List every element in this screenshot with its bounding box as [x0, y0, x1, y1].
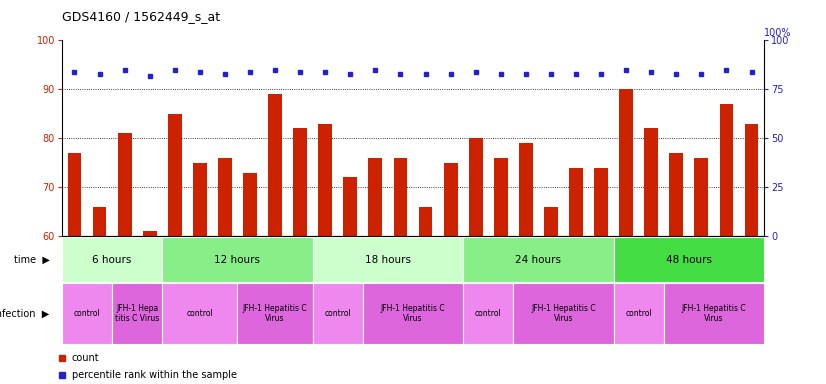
Bar — [614, 237, 764, 282]
Bar — [118, 133, 131, 236]
Text: control: control — [74, 309, 101, 318]
Text: infection  ▶: infection ▶ — [0, 308, 50, 318]
Text: 12 hours: 12 hours — [215, 255, 260, 265]
Text: control: control — [625, 309, 652, 318]
Bar — [238, 283, 313, 344]
Bar — [62, 237, 162, 282]
Bar — [293, 128, 307, 236]
Bar — [393, 158, 407, 236]
Text: 18 hours: 18 hours — [365, 255, 411, 265]
Text: control: control — [187, 309, 213, 318]
Bar — [594, 167, 608, 236]
Bar — [419, 207, 433, 236]
Bar — [313, 283, 363, 344]
Text: 6 hours: 6 hours — [93, 255, 132, 265]
Bar — [614, 283, 664, 344]
Bar — [569, 167, 583, 236]
Text: JFH-1 Hepa
titis C Virus: JFH-1 Hepa titis C Virus — [115, 304, 159, 323]
Bar — [620, 89, 633, 236]
Text: 100%: 100% — [764, 28, 791, 38]
Bar — [193, 163, 206, 236]
Text: 48 hours: 48 hours — [666, 255, 712, 265]
Text: GDS4160 / 1562449_s_at: GDS4160 / 1562449_s_at — [62, 10, 220, 23]
Text: control: control — [325, 309, 351, 318]
Bar — [444, 163, 458, 236]
Bar — [519, 143, 533, 236]
Bar — [313, 237, 463, 282]
Text: count: count — [72, 353, 100, 363]
Bar — [363, 283, 463, 344]
Bar — [544, 207, 558, 236]
Bar — [644, 128, 658, 236]
Bar — [695, 158, 708, 236]
Bar — [463, 283, 513, 344]
Bar — [168, 114, 182, 236]
Bar — [719, 104, 733, 236]
Text: JFH-1 Hepatitis C
Virus: JFH-1 Hepatitis C Virus — [381, 304, 445, 323]
Bar — [112, 283, 162, 344]
Bar — [68, 153, 82, 236]
Bar — [664, 283, 764, 344]
Bar — [744, 124, 758, 236]
Bar — [494, 158, 508, 236]
Bar — [469, 138, 482, 236]
Bar — [368, 158, 382, 236]
Bar — [268, 94, 282, 236]
Bar — [463, 237, 614, 282]
Bar — [162, 237, 313, 282]
Bar — [218, 158, 232, 236]
Bar — [318, 124, 332, 236]
Bar — [513, 283, 614, 344]
Bar — [93, 207, 107, 236]
Text: JFH-1 Hepatitis C
Virus: JFH-1 Hepatitis C Virus — [681, 304, 746, 323]
Bar — [143, 231, 157, 236]
Text: control: control — [475, 309, 501, 318]
Bar — [344, 177, 357, 236]
Text: time  ▶: time ▶ — [13, 255, 50, 265]
Bar — [243, 172, 257, 236]
Bar — [162, 283, 238, 344]
Bar — [62, 283, 112, 344]
Text: JFH-1 Hepatitis C
Virus: JFH-1 Hepatitis C Virus — [243, 304, 307, 323]
Bar — [669, 153, 683, 236]
Text: 24 hours: 24 hours — [515, 255, 562, 265]
Text: percentile rank within the sample: percentile rank within the sample — [72, 370, 237, 380]
Text: JFH-1 Hepatitis C
Virus: JFH-1 Hepatitis C Virus — [531, 304, 596, 323]
